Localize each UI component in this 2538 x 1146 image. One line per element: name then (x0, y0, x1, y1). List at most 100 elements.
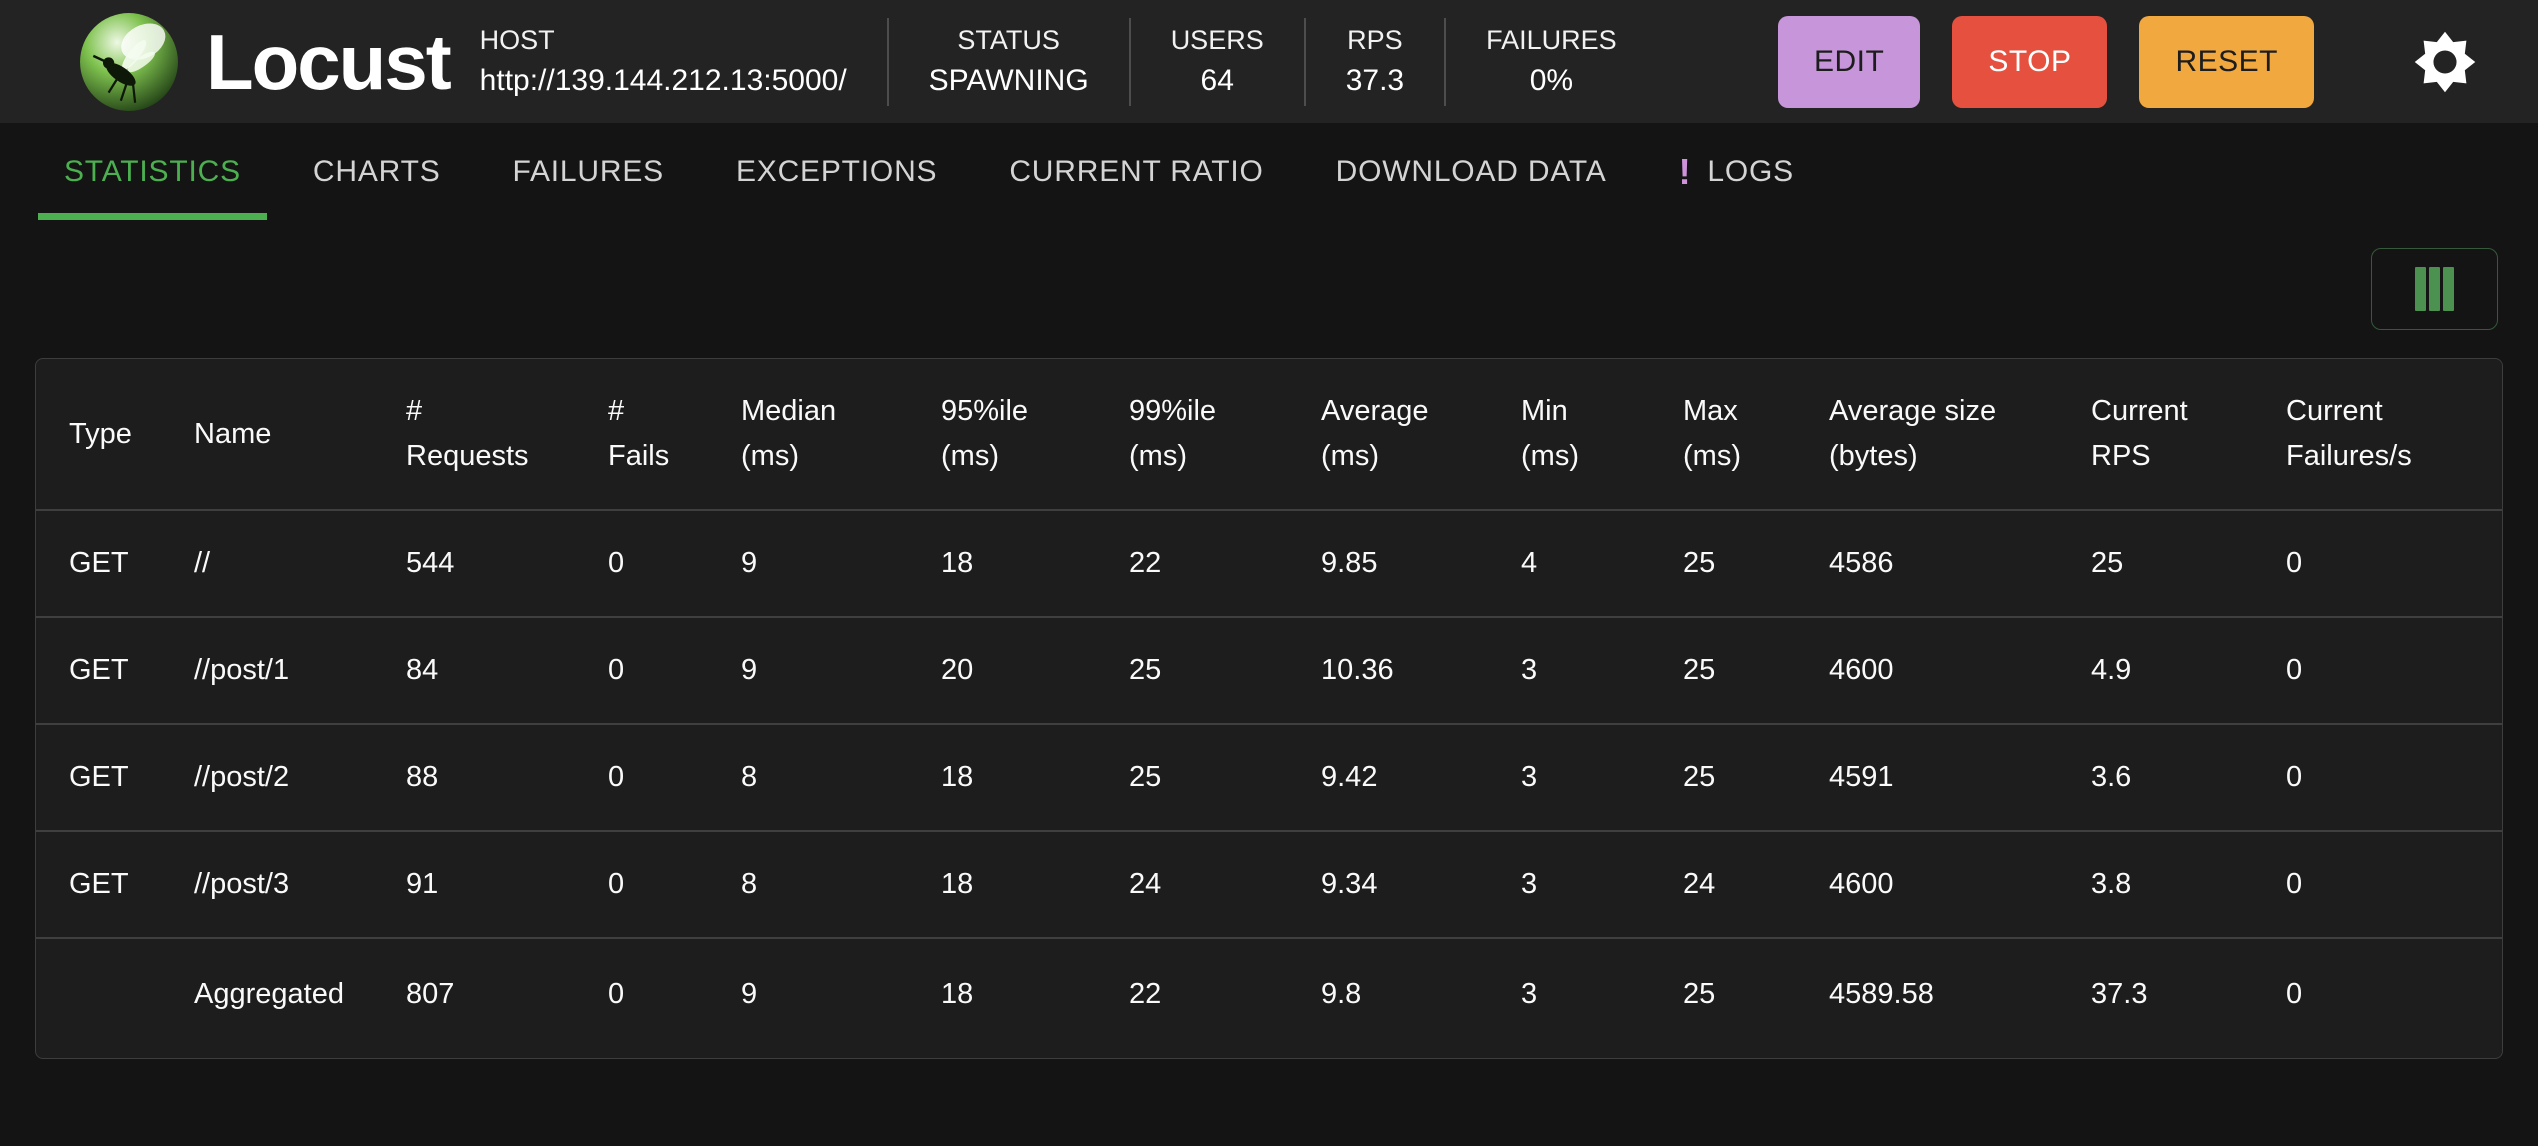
failures-label: FAILURES (1486, 25, 1617, 55)
stop-button[interactable]: STOP (1952, 15, 2108, 108)
tab-charts[interactable]: CHARTS (287, 123, 467, 220)
table-row: GET // 544 0 9 18 22 9.85 4 25 4586 25 0 (36, 510, 2502, 617)
tab-label: FAILURES (512, 154, 664, 188)
statistics-table-container: Type Name # Requests # Fails Median (ms) 95%i… (35, 358, 2503, 1059)
tab-bar: STATISTICS CHARTS FAILURES EXCEPTIONS CU… (0, 123, 2538, 220)
table-row: GET //post/1 84 0 9 20 25 10.36 3 25 4600 4.9 0 (36, 617, 2502, 724)
tab-label: CHARTS (312, 154, 441, 188)
table-cell: 10.36 (1321, 654, 1394, 686)
tab-current-ratio[interactable]: CURRENT RATIO (983, 123, 1289, 220)
column-header[interactable]: Type (69, 417, 132, 450)
table-cell: 18 (941, 547, 974, 579)
table-cell: 4.9 (2091, 654, 2132, 686)
edit-button[interactable]: EDIT (1777, 15, 1921, 108)
divider (1303, 17, 1306, 106)
tab-label: EXCEPTIONS (735, 154, 938, 188)
column-header[interactable]: Average size (bytes) (1829, 395, 1997, 472)
host-info: HOST http://139.144.212.13:5000/ (480, 27, 847, 96)
column-header[interactable]: Max (ms) (1683, 395, 1741, 472)
tab-statistics[interactable]: STATISTICS (38, 123, 267, 220)
table-cell: 9.34 (1321, 868, 1378, 900)
tab-logs[interactable]: ! LOGS (1653, 123, 1820, 220)
table-cell: 0 (608, 547, 625, 579)
table-cell: // (194, 547, 211, 579)
host-label: HOST (479, 25, 555, 55)
table-cell: 544 (406, 547, 455, 579)
tab-exceptions[interactable]: EXCEPTIONS (710, 123, 963, 220)
column-header[interactable]: Average (ms) (1321, 395, 1429, 472)
status-label: STATUS (957, 25, 1060, 55)
table-cell: 18 (941, 868, 974, 900)
table-cell: //post/2 (194, 761, 290, 793)
rps-value: 37.3 (1345, 64, 1405, 97)
table-cell: 9 (741, 654, 758, 686)
table-cell: 0 (2286, 761, 2303, 793)
table-cell: 4600 (1829, 654, 1894, 686)
column-header[interactable]: Median (ms) (741, 395, 837, 472)
table-cell: 0 (2286, 654, 2303, 686)
table-cell: 4586 (1829, 547, 1894, 579)
column-header[interactable]: Current RPS (2091, 395, 2188, 472)
table-cell: 0 (608, 654, 625, 686)
column-header[interactable]: # Requests (406, 395, 529, 472)
table-cell: 3.6 (2091, 761, 2132, 793)
column-header[interactable]: 99%ile (ms) (1129, 395, 1217, 472)
table-cell: 25 (1129, 761, 1162, 793)
status-indicator: STATUS SPAWNING (889, 27, 1129, 96)
tab-label: LOGS (1707, 154, 1794, 188)
failures-indicator: FAILURES 0% (1446, 27, 1657, 96)
column-selector-button[interactable] (2371, 248, 2498, 330)
table-cell: 9.85 (1321, 547, 1378, 579)
host-value: http://139.144.212.13:5000/ (479, 64, 847, 97)
header-actions: EDIT STOP RESET (1777, 15, 2496, 108)
table-cell: 18 (941, 978, 974, 1010)
column-header[interactable]: Current Failures/s (2286, 395, 2412, 472)
table-cell: 0 (608, 978, 625, 1010)
divider (1444, 17, 1447, 106)
stats-table: Type Name # Requests # Fails Median (ms) 95%i… (36, 359, 2502, 1050)
columns-icon (2415, 267, 2454, 311)
table-cell: 4600 (1829, 868, 1894, 900)
tab-label: STATISTICS (64, 154, 241, 188)
table-cell: 88 (406, 761, 439, 793)
reset-button[interactable]: RESET (2139, 15, 2314, 108)
column-header[interactable]: Name (194, 417, 272, 450)
table-cell: 9.8 (1321, 978, 1362, 1010)
table-cell: GET (69, 547, 129, 579)
table-header-row: Type Name # Requests # Fails Median (ms) 95%i… (36, 359, 2502, 510)
table-cell: 9 (741, 547, 758, 579)
table-cell: 25 (1683, 978, 1716, 1010)
table-cell: 25 (1683, 761, 1716, 793)
table-cell: 3 (1521, 761, 1538, 793)
table-cell: 807 (406, 978, 455, 1010)
table-cell: 20 (941, 654, 974, 686)
table-cell: 25 (1683, 654, 1716, 686)
tab-download-data[interactable]: DOWNLOAD DATA (1310, 123, 1633, 220)
table-cell: 9.42 (1321, 761, 1378, 793)
settings-gear-icon[interactable] (2412, 29, 2478, 95)
table-cell: 25 (2091, 547, 2124, 579)
locust-logo[interactable] (78, 11, 180, 113)
table-cell: 24 (1683, 868, 1716, 900)
column-header[interactable]: 95%ile (ms) (941, 395, 1029, 472)
column-header[interactable]: # Fails (608, 395, 670, 472)
table-cell: 4 (1521, 547, 1538, 579)
app-header: Locust HOST http://139.144.212.13:5000/ … (0, 0, 2538, 123)
table-cell: 8 (741, 868, 758, 900)
tab-failures[interactable]: FAILURES (487, 123, 690, 220)
table-cell: 4591 (1829, 761, 1894, 793)
table-cell: 4589.58 (1829, 978, 1934, 1010)
table-cell: 0 (2286, 547, 2303, 579)
table-body: GET // 544 0 9 18 22 9.85 4 25 4586 25 0 GET //post/1 8… (36, 510, 2502, 1050)
table-cell: 22 (1129, 547, 1162, 579)
column-header[interactable]: Min (ms) (1521, 395, 1579, 472)
table-cell: 91 (406, 868, 439, 900)
table-cell: 9 (741, 978, 758, 1010)
table-cell: 25 (1683, 547, 1716, 579)
table-row: GET //post/2 88 0 8 18 25 9.42 3 25 4591 3.6 0 (36, 724, 2502, 831)
table-cell: 0 (608, 868, 625, 900)
table-cell: //post/3 (194, 868, 290, 900)
table-cell: //post/1 (194, 654, 290, 686)
users-value: 64 (1200, 64, 1234, 97)
table-cell: 0 (2286, 978, 2303, 1010)
